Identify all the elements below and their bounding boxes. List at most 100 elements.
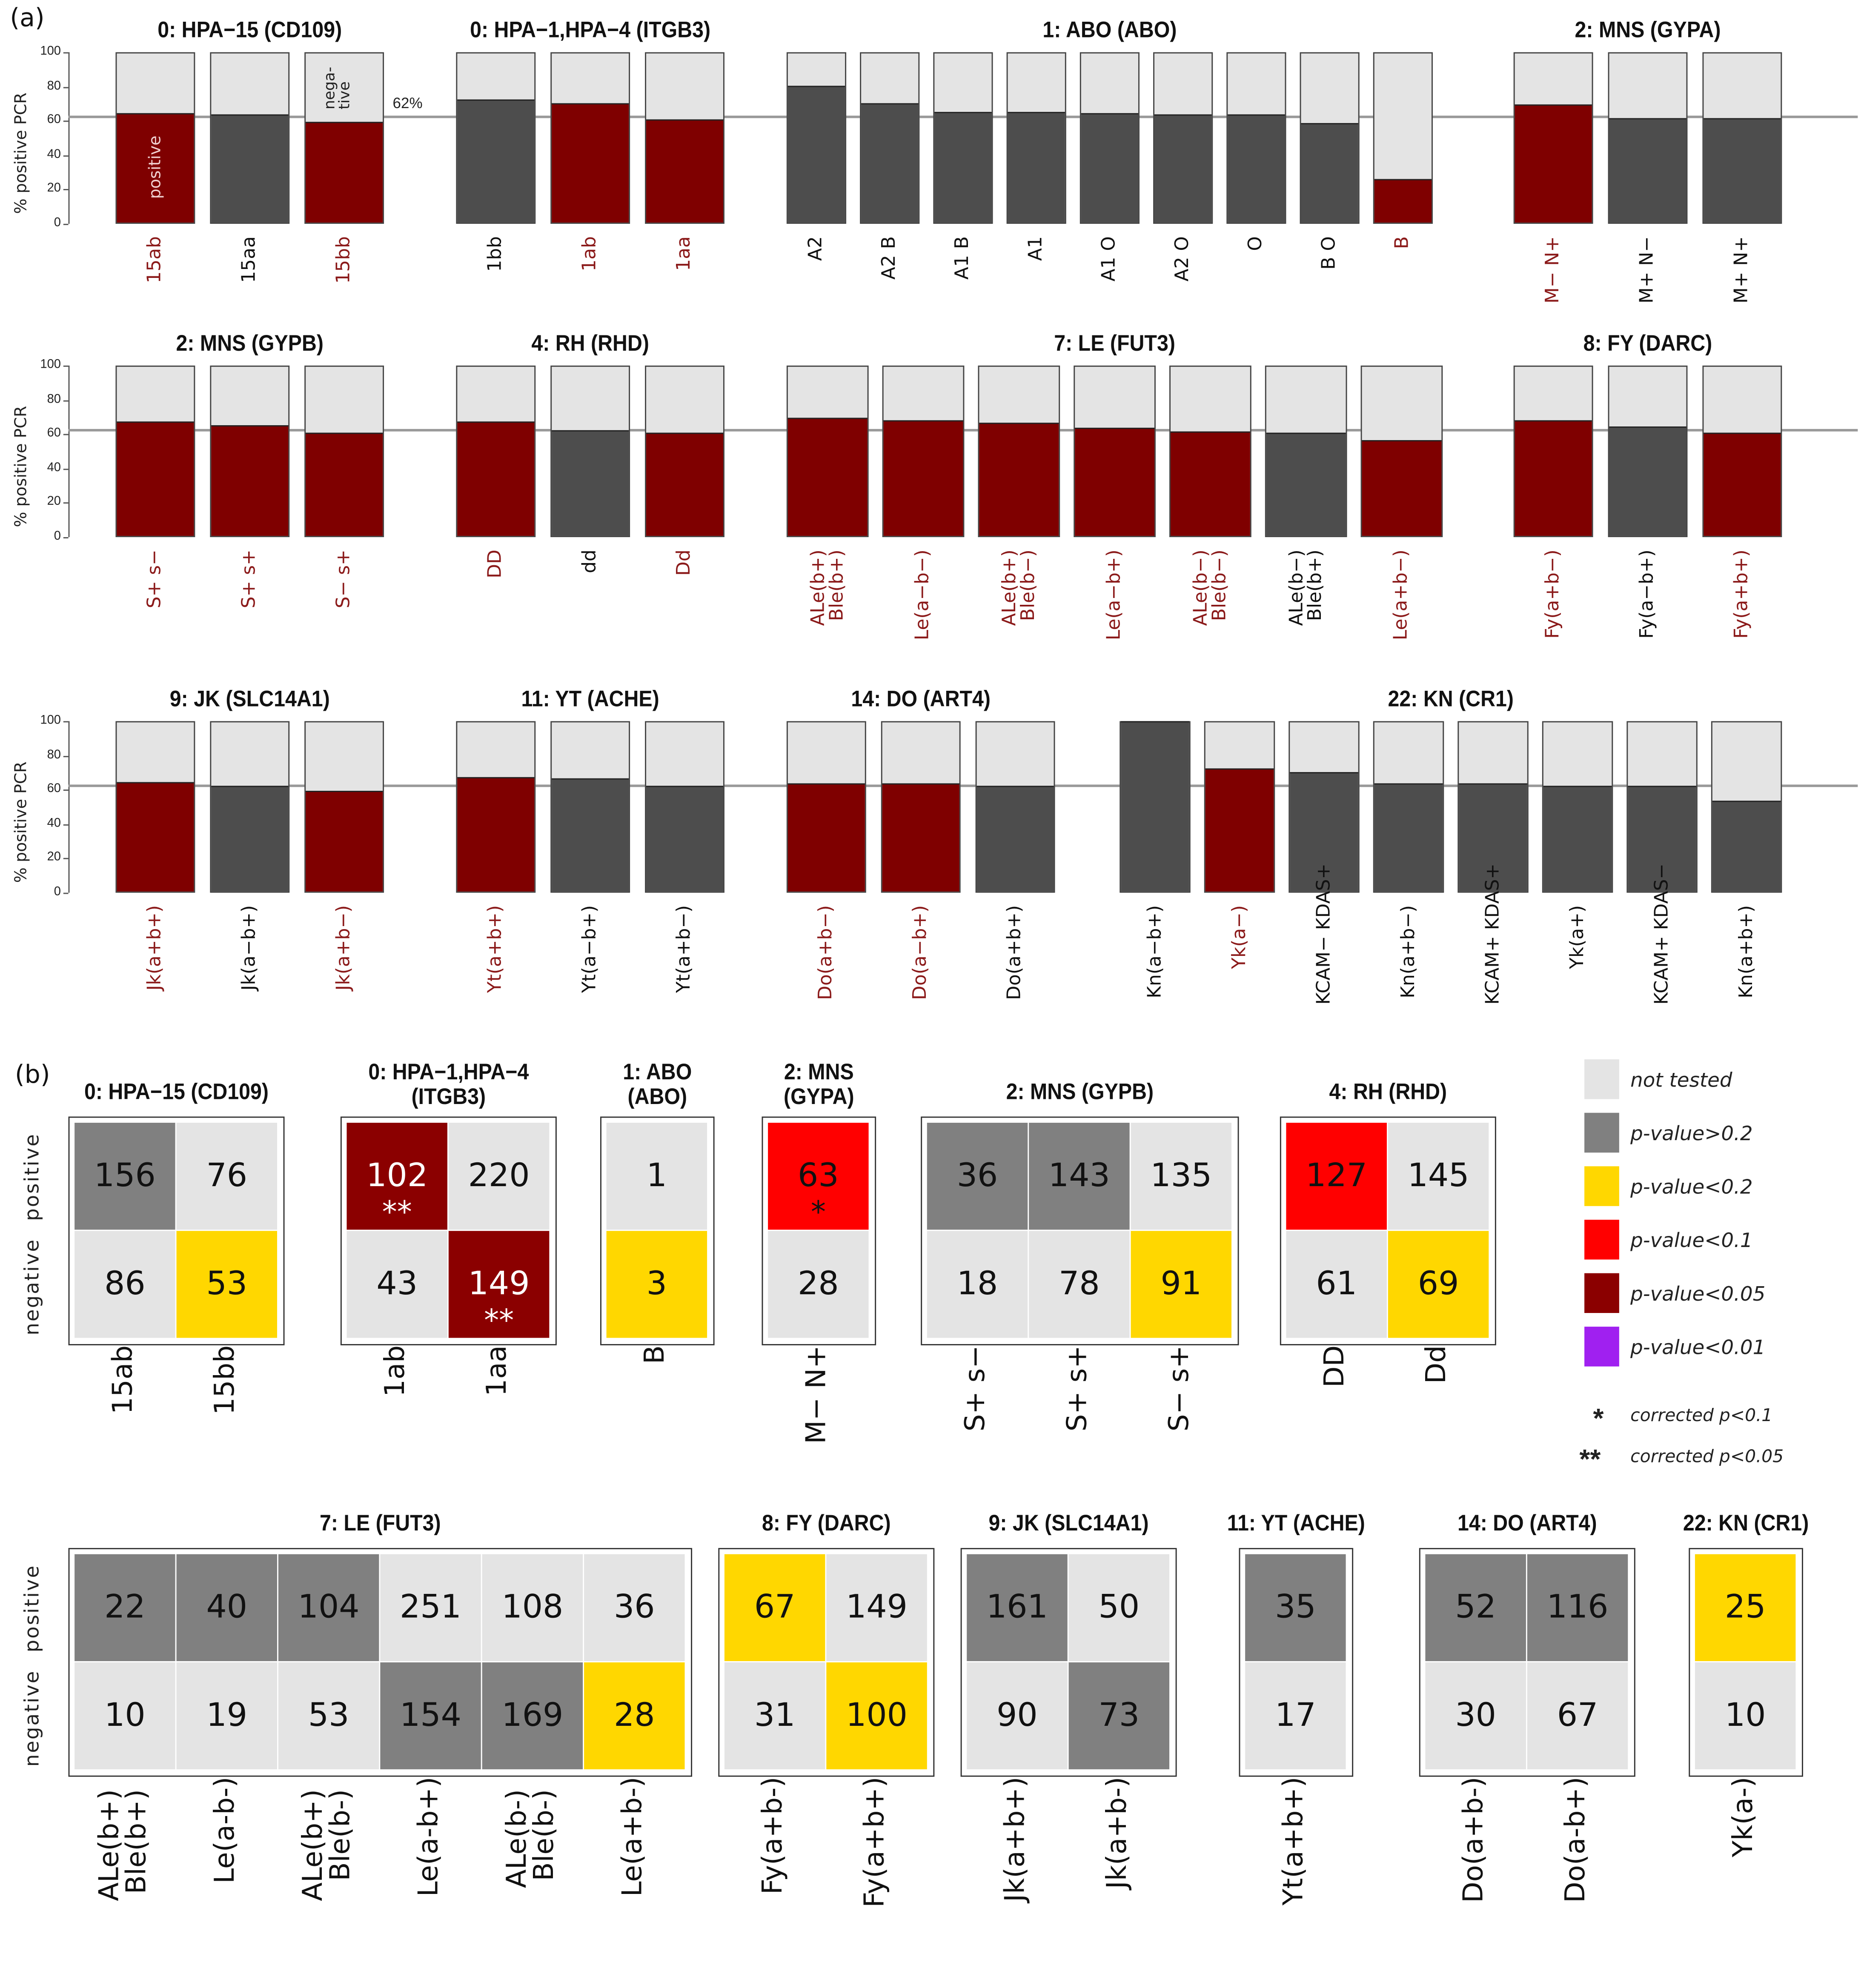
x-tick-label: 15ab [143,236,166,283]
cell-count: 90 [996,1697,1038,1735]
bar-positive-segment [1543,785,1612,892]
grid-cell-negative: 53 [176,1231,278,1338]
cell-count: 104 [298,1589,360,1627]
stacked-bar [1513,365,1593,538]
x-tick-label: O [1244,236,1266,251]
grid-cell-negative: 100 [826,1662,927,1770]
y-axis-line [68,365,70,538]
x-tick-label: 1aa [672,236,695,271]
grid-cell-positive: 145 [1388,1123,1489,1230]
y-tick-label: 100 [40,713,61,728]
stacked-bar [860,52,920,224]
stacked-bar [882,365,965,538]
stacked-bar [304,721,384,893]
stacked-bar [304,365,384,538]
x-tick-label: M− N+ [1540,236,1563,304]
grid-cell-negative: 86 [74,1231,175,1338]
cell-count: 36 [613,1589,655,1627]
y-tick-mark [63,721,69,723]
row-label-positive: positive [20,1564,44,1653]
grid-cell-positive: 127 [1286,1123,1387,1230]
grid-cell-positive: 76 [176,1123,278,1230]
grid-title: 11: YT (ACHE) [1227,1510,1365,1536]
stacked-bar [1360,365,1443,538]
x-tick-label: S+ s− [143,549,166,609]
x-tick-label: 15aa [237,236,260,283]
x-tick-label: Yt(a−b+) [578,905,601,993]
y-axis-line [68,52,70,224]
bar-positive-segment [883,420,963,536]
stacked-bar [1702,52,1782,224]
y-tick-label: 60 [47,782,61,796]
x-tick-label: A1 B [951,236,973,280]
cell-count: 52 [1455,1589,1496,1627]
grid-title: 7: LE (FUT3) [319,1510,441,1536]
cell-count: 69 [1417,1265,1459,1303]
bar-positive-segment [1628,785,1696,892]
stacked-bar [645,52,724,224]
y-tick-mark [63,537,69,538]
cell-count: 91 [1160,1265,1202,1303]
stacked-bar [645,365,724,538]
y-tick-mark [63,120,69,122]
stacked-bar [1513,52,1593,224]
stacked-bar [210,52,290,224]
stacked-bar [978,365,1060,538]
grid-cell-positive: 35 [1245,1554,1346,1661]
bar-positive-segment [552,429,629,536]
group-title: 8: FY (DARC) [1583,331,1712,356]
stacked-bar [1074,365,1156,538]
column-label: S+ s+ [1062,1345,1094,1432]
bar-positive-segment [1170,431,1250,536]
stacked-bar [1204,721,1275,893]
stacked-bar [550,365,630,538]
grid-cell-positive: 104 [278,1554,379,1661]
grid-title: 2: MNS (GYPB) [1006,1079,1154,1104]
significance-stars: ** [484,1303,514,1338]
figure: (a) (b) 100 80 60 40 20 0% positive PCR 100 80 6… [10,3,1858,1908]
grid-cell-negative: 169 [482,1662,583,1770]
group-title: 2: MNS (GYPA) [1575,17,1721,43]
x-tick-label: A2 O [1170,236,1193,282]
y-tick-label: 100 [40,45,61,59]
bar-positive-segment [211,785,289,892]
bar-positive-segment [787,86,845,223]
cell-count: 63 [798,1157,839,1195]
stacked-bar [1608,365,1688,538]
column-label: Do(a+b-) [1459,1776,1490,1903]
legend-label-p_gt_0_2: p-value>0.2 [1630,1121,1753,1145]
x-tick-label: M+ N− [1635,236,1658,304]
legend-star-symbol: * [1593,1402,1604,1434]
group-title: 4: RH (RHD) [531,331,649,356]
cell-count: 18 [956,1265,998,1303]
cell-count: 143 [1048,1157,1110,1195]
y-tick-mark [63,223,69,225]
x-tick-label: A1 [1024,236,1047,261]
y-tick-label: 60 [47,113,61,127]
cell-count: 67 [1557,1697,1598,1735]
bar-positive-segment [117,782,194,892]
contingency-grid: 25 10 [1689,1548,1803,1777]
grid-title: 0: HPA−1,HPA−4 (ITGB3) [368,1059,529,1109]
y-tick-label: 20 [47,182,61,196]
x-tick-label: S+ s+ [237,549,260,609]
cell-count: 169 [501,1697,564,1735]
legend-swatch-not_tested [1584,1059,1619,1099]
bar-positive-segment [211,424,289,536]
grid-cell-positive: 52 [1425,1554,1526,1661]
y-tick-label: 80 [47,392,61,406]
x-tick-label: Do(a−b+) [908,905,931,1000]
cell-count: 30 [1455,1697,1496,1735]
legend-swatch-p_lt_0_01 [1584,1327,1619,1367]
stacked-bar [786,365,869,538]
stacked-bar [1608,52,1688,224]
bar-positive-segment [552,778,629,892]
x-tick-label: Fy(a−b+) [1635,549,1658,639]
x-tick-label: Fy(a+b+) [1729,549,1752,639]
x-tick-label: ALe(b+) Ble(b−) [998,549,1039,626]
stacked-bar [210,721,290,893]
cell-count: 76 [206,1157,248,1195]
cell-count: 73 [1098,1697,1140,1735]
bar-positive-segment [1121,721,1189,892]
y-tick-mark [63,755,69,757]
